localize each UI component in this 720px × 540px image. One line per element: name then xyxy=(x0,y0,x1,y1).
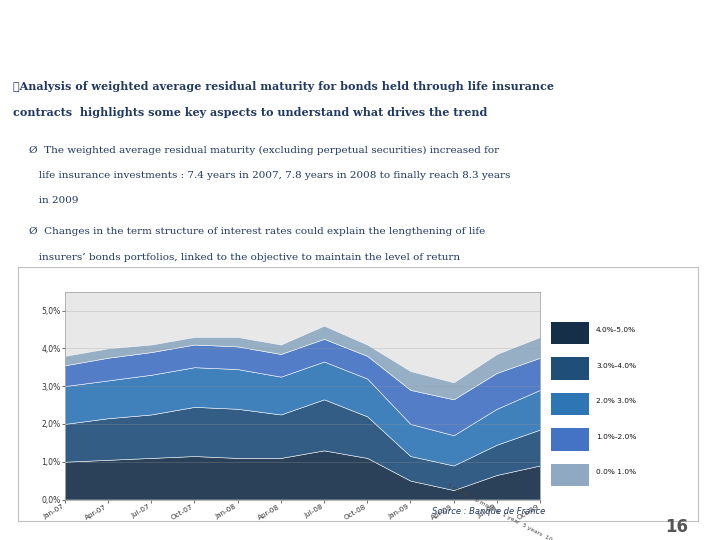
Bar xyxy=(551,322,589,345)
Text: 1.0%-2.0%: 1.0%-2.0% xyxy=(596,434,636,440)
Text: 3.0%-4.0%: 3.0%-4.0% xyxy=(596,363,636,369)
Text: 2.3 Investments horizon and financial intermediaries role (2): 2.3 Investments horizon and financial in… xyxy=(18,28,639,46)
Bar xyxy=(551,393,589,415)
Bar xyxy=(551,463,589,486)
Text: Source : Banque de France: Source : Banque de France xyxy=(432,508,545,516)
Text: 2.0% 3.0%: 2.0% 3.0% xyxy=(596,399,636,404)
Text: in 2009: in 2009 xyxy=(29,196,78,205)
Text: insurers’ bonds portfolios, linked to the objective to maintain the level of ret: insurers’ bonds portfolios, linked to th… xyxy=(29,253,460,261)
Text: Ø  Changes in the term structure of interest rates could explain the lengthening: Ø Changes in the term structure of inter… xyxy=(29,227,485,237)
Text: Ø  The weighted average residual maturity (excluding perpetual securities) incre: Ø The weighted average residual maturity… xyxy=(29,146,499,155)
Text: life insurance investments : 7.4 years in 2007, 7.8 years in 2008 to finally rea: life insurance investments : 7.4 years i… xyxy=(29,171,510,180)
Bar xyxy=(551,357,589,380)
Text: 3 months  6 months  1 year  5 years  10 years: 3 months 6 months 1 year 5 years 10 year… xyxy=(446,483,570,540)
Text: ❖Analysis of weighted average residual maturity for bonds held through life insu: ❖Analysis of weighted average residual m… xyxy=(13,82,554,92)
Text: 4.0%-5.0%: 4.0%-5.0% xyxy=(596,327,636,334)
Text: Actuarial yield structure of government  bonds by issue date an by maturity: Actuarial yield structure of government … xyxy=(189,278,463,285)
Text: contracts  highlights some key aspects to understand what drives the trend: contracts highlights some key aspects to… xyxy=(13,107,487,118)
Text: 16: 16 xyxy=(665,517,688,536)
Bar xyxy=(551,428,589,450)
Text: 0.0% 1.0%: 0.0% 1.0% xyxy=(596,469,636,475)
